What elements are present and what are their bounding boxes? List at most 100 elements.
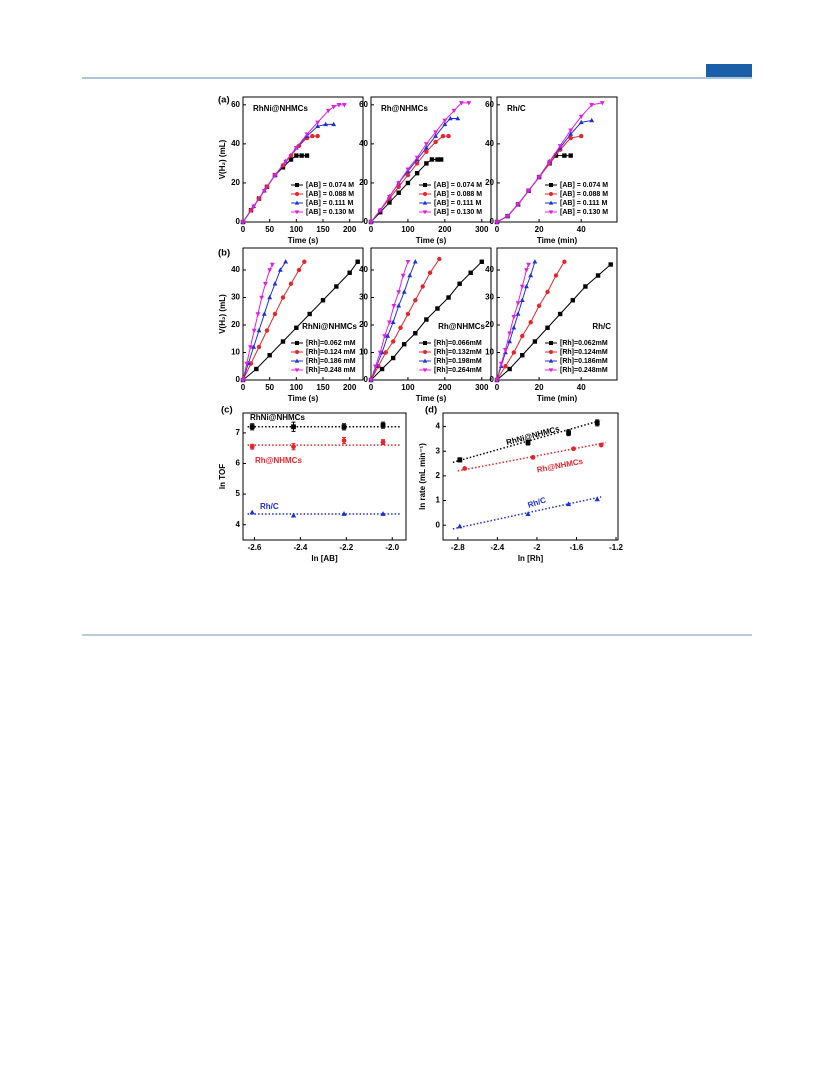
marker: [377, 350, 383, 356]
marker: [413, 298, 418, 303]
marker: [459, 101, 464, 106]
marker: [423, 142, 429, 147]
marker: [398, 325, 403, 330]
legend-marker: [295, 183, 299, 187]
marker: [427, 270, 433, 275]
legend-label: [Rh]=0.198mM: [434, 358, 482, 365]
series-line: [496, 264, 612, 381]
marker: [315, 133, 320, 139]
marker: [390, 339, 396, 344]
y-tick-label: 0: [236, 375, 241, 384]
fit-line: [452, 496, 602, 530]
marker: [296, 267, 302, 273]
marker: [442, 121, 448, 127]
marker: [524, 268, 529, 273]
marker: [437, 256, 442, 262]
marker: [547, 159, 553, 165]
legend-label: [AB] = 0.111 M: [434, 200, 481, 207]
legend-label: [Rh]=0.248 mM: [306, 367, 356, 374]
legend-marker: [422, 358, 428, 363]
marker: [568, 128, 574, 133]
legend-marker: [549, 183, 553, 187]
plot-frame: [242, 412, 407, 541]
marker: [553, 273, 559, 278]
x-axis-label: ln [AB]: [311, 554, 338, 563]
marker: [557, 311, 563, 317]
x-axis-label: Time (s): [416, 236, 447, 245]
marker: [244, 361, 250, 367]
panel-label: (c): [221, 405, 233, 416]
marker: [341, 438, 347, 443]
marker: [377, 208, 383, 213]
y-tick-label: 10: [231, 348, 240, 357]
marker: [405, 180, 411, 186]
marker: [255, 312, 261, 317]
panel-title: Rh@NHMCs: [381, 104, 428, 113]
marker: [391, 303, 397, 309]
marker: [414, 155, 420, 161]
y-axis-label: ln rate (mL min⁻¹): [418, 443, 427, 510]
y-tick-label: 40: [231, 139, 240, 148]
legend-marker: [548, 368, 554, 373]
marker: [323, 121, 329, 127]
legend-label: [Rh]=0.124mM: [560, 349, 608, 356]
marker: [424, 161, 429, 166]
y-tick-label: 10: [485, 348, 494, 357]
y-tick-label: 60: [359, 100, 368, 109]
panel-title: RhNi@NHMCs: [302, 322, 357, 331]
fit-line: [457, 441, 607, 472]
legend-label: [AB] = 0.088 M: [560, 191, 608, 198]
y-tick-label: 7: [236, 428, 241, 437]
x-tick-label: 40: [577, 383, 586, 392]
marker: [507, 331, 513, 336]
legend-marker: [422, 200, 428, 205]
marker: [532, 259, 538, 264]
marker: [438, 157, 444, 162]
marker: [405, 167, 411, 172]
marker: [498, 361, 504, 367]
x-tick-label: 100: [401, 225, 415, 234]
marker: [269, 262, 275, 268]
x-tick-label: 50: [265, 225, 274, 234]
y-tick-label: 20: [485, 320, 494, 329]
marker: [341, 424, 347, 430]
y-tick-label: 5: [236, 489, 241, 498]
legend-marker: [294, 200, 300, 205]
legend-label: [AB] = 0.130 M: [560, 209, 608, 216]
x-tick-label: -2.4: [293, 543, 307, 552]
marker: [293, 146, 299, 151]
panel-label: (d): [425, 405, 437, 416]
marker: [387, 320, 392, 325]
marker: [390, 319, 396, 325]
marker: [249, 509, 255, 515]
y-tick-label: 20: [485, 178, 494, 187]
y-tick-label: 0: [236, 217, 241, 226]
marker: [589, 117, 595, 123]
plot-frame: [242, 247, 364, 381]
marker: [595, 273, 601, 278]
marker: [568, 153, 573, 158]
marker: [379, 366, 385, 372]
marker: [598, 442, 604, 448]
marker: [433, 133, 439, 138]
x-tick-label: -2: [533, 543, 541, 552]
marker: [302, 259, 307, 264]
marker: [511, 314, 517, 320]
marker: [261, 188, 267, 194]
plot-frame: [242, 96, 364, 223]
marker: [532, 339, 538, 344]
series-line: [496, 261, 536, 381]
marker: [299, 153, 304, 158]
legend-marker: [548, 200, 554, 205]
marker: [435, 306, 440, 311]
legend-marker: [294, 210, 300, 215]
panel-title: RhNi@NHMCs: [253, 104, 308, 113]
legend-marker: [423, 341, 427, 345]
header-tab: [706, 64, 752, 77]
legend-label: [Rh]=0.132mM: [434, 349, 482, 356]
marker: [507, 366, 512, 372]
marker: [405, 259, 411, 265]
legend-label: [AB] = 0.130 M: [306, 209, 354, 216]
y-tick-label: 4: [436, 422, 441, 431]
